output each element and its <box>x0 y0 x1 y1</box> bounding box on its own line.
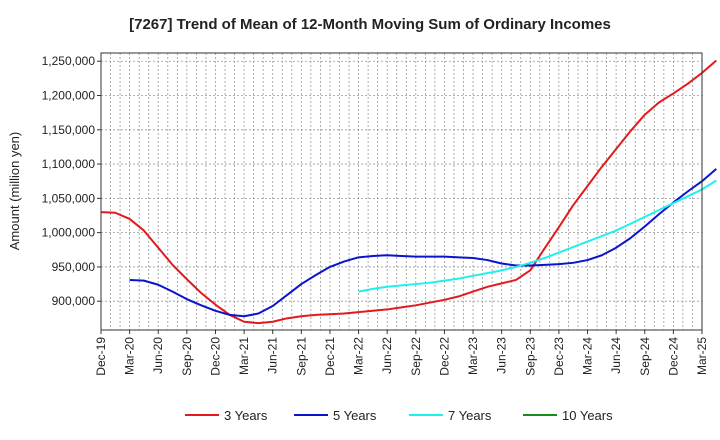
legend-label: 7 Years <box>448 408 492 423</box>
legend-label: 10 Years <box>562 408 613 423</box>
x-tick-label: Sep-24 <box>638 337 652 376</box>
x-tick-label: Sep-21 <box>294 337 308 376</box>
x-tick-label: Jun-24 <box>609 337 623 374</box>
chart-title: [7267] Trend of Mean of 12-Month Moving … <box>129 16 611 33</box>
y-axis-label: Amount (million yen) <box>7 132 22 251</box>
x-tick-label: Sep-23 <box>523 337 537 376</box>
y-tick-label: 1,250,000 <box>42 54 96 68</box>
series-line-7-years <box>358 179 717 293</box>
series-lines <box>100 59 717 325</box>
x-tick-label: Dec-24 <box>666 337 680 376</box>
x-tick-label: Mar-23 <box>466 337 480 375</box>
y-tick-label: 900,000 <box>52 294 96 308</box>
x-tick-label: Dec-21 <box>323 337 337 376</box>
x-tick-label: Sep-22 <box>409 337 423 376</box>
x-tick-label: Jun-23 <box>495 337 509 374</box>
y-tick-label: 1,100,000 <box>42 157 96 171</box>
x-tick-label: Dec-19 <box>94 337 108 376</box>
x-tick-label: Mar-21 <box>237 337 251 375</box>
x-tick-label: Jun-21 <box>266 337 280 374</box>
x-tick-label: Dec-20 <box>208 337 222 376</box>
legend-label: 5 Years <box>333 408 377 423</box>
legend: 3 Years 5 Years 7 Years 10 Years <box>185 408 613 423</box>
y-tick-label: 950,000 <box>52 260 96 274</box>
x-tick-label: Dec-22 <box>437 337 451 376</box>
x-tick-label: Mar-24 <box>581 337 595 375</box>
x-tick-label: Mar-25 <box>695 337 709 375</box>
x-tick-label: Dec-23 <box>552 337 566 376</box>
series-line-3-years <box>100 59 717 325</box>
x-axis-ticks: Dec-19 Mar-20 Jun-20 Sep-20 Dec-20 Mar-21 Jun-… <box>94 330 709 376</box>
x-tick-label: Mar-22 <box>352 337 366 375</box>
x-tick-label: Mar-20 <box>123 337 137 375</box>
y-tick-label: 1,050,000 <box>42 191 96 205</box>
y-axis-ticks: 900,000 950,000 1,000,000 1,050,000 1,100,00… <box>42 54 101 308</box>
gridlines <box>101 53 702 330</box>
plot-frame <box>100 52 703 331</box>
y-tick-label: 1,200,000 <box>42 89 96 103</box>
x-tick-label: Jun-20 <box>151 337 165 374</box>
series-line-5-years <box>129 168 717 318</box>
x-tick-label: Sep-20 <box>180 337 194 376</box>
y-tick-label: 1,150,000 <box>42 123 96 137</box>
y-tick-label: 1,000,000 <box>42 226 96 240</box>
x-tick-label: Jun-22 <box>380 337 394 374</box>
legend-label: 3 Years <box>224 408 268 423</box>
